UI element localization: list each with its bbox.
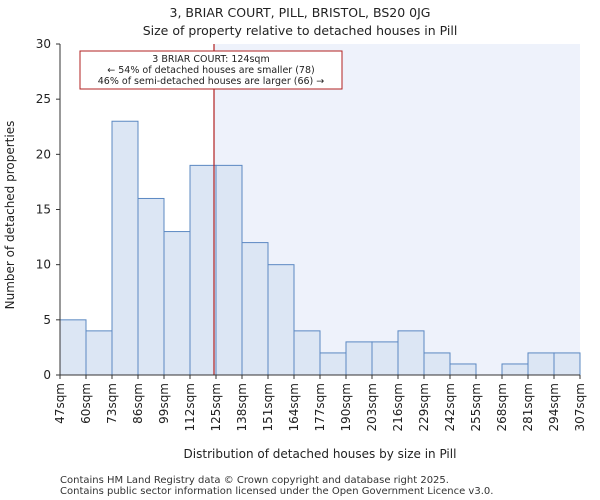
y-axis-label: Number of detached properties [3, 121, 17, 310]
histogram-bar [371, 341, 399, 376]
x-tick-label: 99sqm [157, 383, 171, 424]
histogram-bar [85, 330, 113, 376]
histogram-bar [319, 352, 347, 376]
x-tick-label: 125sqm [209, 383, 223, 431]
histogram-bar [267, 264, 295, 376]
y-tick-label: 25 [36, 92, 51, 106]
annotation-line-3: 46% of semi-detached houses are larger (… [98, 76, 325, 87]
x-tick-label: 281sqm [521, 383, 535, 431]
histogram-bar [345, 341, 373, 376]
footer-line-1: Contains HM Land Registry data © Crown c… [60, 475, 449, 486]
x-tick-label: 190sqm [339, 383, 353, 431]
x-tick-label: 307sqm [573, 383, 587, 431]
annotation-box: 3 BRIAR COURT: 124sqm ← 54% of detached … [79, 50, 343, 90]
histogram-bar [501, 363, 529, 376]
histogram-bar [449, 363, 477, 376]
x-tick-label: 255sqm [469, 383, 483, 431]
x-tick-label: 203sqm [365, 383, 379, 431]
annotation-line-2: ← 54% of detached houses are smaller (78… [107, 65, 314, 76]
histogram-bar [293, 330, 321, 376]
histogram-bar [423, 352, 451, 376]
x-tick-label: 73sqm [105, 383, 119, 424]
histogram-bar [215, 164, 243, 376]
x-tick-label: 242sqm [443, 383, 457, 431]
x-tick-label: 164sqm [287, 383, 301, 431]
x-tick-label: 268sqm [495, 383, 509, 431]
histogram-bar [189, 164, 217, 376]
x-tick-label: 151sqm [261, 383, 275, 431]
chart-title: 3, BRIAR COURT, PILL, BRISTOL, BS20 0JG [170, 5, 431, 20]
x-axis-label: Distribution of detached houses by size … [184, 447, 457, 461]
y-tick-label: 10 [36, 258, 51, 272]
x-tick-label: 229sqm [417, 383, 431, 431]
y-tick-label: 15 [36, 203, 51, 217]
histogram-bar [163, 231, 191, 376]
histogram-bar [137, 197, 165, 376]
annotation-line-1: 3 BRIAR COURT: 124sqm [152, 54, 269, 65]
histogram-bar [527, 352, 555, 376]
y-tick-label: 30 [36, 37, 51, 51]
histogram-bar [111, 120, 139, 376]
x-tick-label: 112sqm [183, 383, 197, 431]
histogram-bar [241, 242, 269, 376]
histogram-bar [553, 352, 581, 376]
x-tick-label: 86sqm [131, 383, 145, 424]
x-tick-label: 47sqm [53, 383, 67, 424]
x-tick-label: 60sqm [79, 383, 93, 424]
x-tick-label: 177sqm [313, 383, 327, 431]
x-tick-label: 294sqm [547, 383, 561, 431]
chart-subtitle: Size of property relative to detached ho… [143, 23, 458, 38]
histogram-bar [59, 319, 87, 376]
histogram-bar [397, 330, 425, 376]
y-tick-label: 20 [36, 147, 51, 161]
y-tick-label: 0 [43, 368, 51, 382]
y-tick-label: 5 [43, 313, 51, 327]
footer-line-2: Contains public sector information licen… [60, 486, 493, 497]
x-tick-label: 216sqm [391, 383, 405, 431]
x-tick-label: 138sqm [235, 383, 249, 431]
